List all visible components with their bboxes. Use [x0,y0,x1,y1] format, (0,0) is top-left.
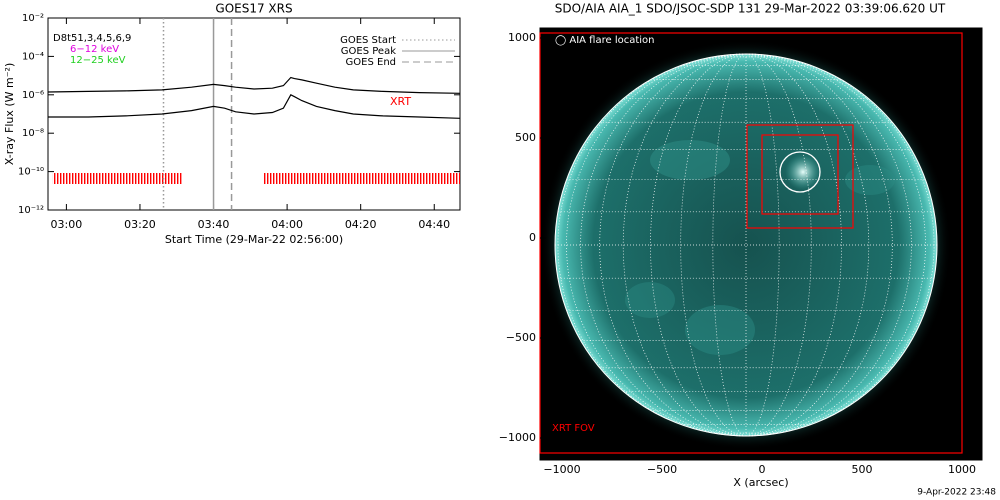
y-tick-label: 10⁻⁶ [22,90,44,101]
fov-box [539,32,963,454]
flare-circle [779,151,821,193]
x-axis-label: Start Time (29-Mar-22 02:56:00) [165,233,343,246]
longitude-line [745,53,935,437]
fov-box [746,124,854,229]
longitude-line [745,53,893,437]
y-tick-label: 10⁻⁸ [22,128,44,139]
longitude-line [680,53,747,437]
x-tick-label: −1000 [543,463,580,476]
x-tick-label: 04:20 [345,218,377,231]
legend: ◯ AIA flare location [555,35,655,46]
longitude-line [712,53,747,437]
legend-label: GOES Start [340,35,396,46]
longitude-line [745,53,780,437]
series-line [47,76,461,94]
active-region [625,282,675,318]
y-tick-label: 0 [529,231,536,244]
legend-label: GOES Peak [341,46,396,57]
x-tick-label: 03:00 [51,218,83,231]
x-tick-label: 04:40 [418,218,450,231]
active-region [650,140,730,180]
active-region [685,305,755,355]
annotation: 6−12 keV [70,44,119,55]
footer: 9-Apr-2022 23:48 [917,488,996,498]
annotation: 12−25 keV [70,55,126,66]
series-line [48,94,461,119]
x-tick-label: 04:00 [271,218,303,231]
heliographic-grid [554,53,938,437]
longitude-line [580,53,747,437]
limb [554,53,938,437]
longitude-line [599,53,747,437]
x-axis-label: X (arcsec) [733,476,788,489]
fov-label: XRT FOV [552,423,595,434]
longitude-line [745,53,870,437]
xrt-coverage [263,173,460,184]
longitude-line [566,53,747,437]
y-tick-label: 10⁻⁴ [22,51,44,62]
legend-label: GOES End [346,57,396,68]
xrt-label: XRT [390,95,411,108]
longitude-line [557,53,747,437]
fov-box [761,134,839,215]
y-tick-label: −500 [506,331,536,344]
y-tick-label: 500 [515,131,536,144]
annotation: D8t51,3,4,5,6,9 [53,33,131,44]
plot-frame [47,17,461,211]
longitude-line [745,53,926,437]
chart-title: SDO/AIA AIA_1 SDO/JSOC-SDP 131 29-Mar-20… [555,2,946,16]
xrt-coverage [52,173,183,184]
y-tick-label: 1000 [508,31,536,44]
x-tick-label: 500 [852,463,873,476]
y-tick-label: 10⁻² [22,13,44,24]
x-tick-label: −500 [647,463,677,476]
y-tick-label: −1000 [499,431,536,444]
longitude-line [650,53,747,437]
y-tick-label: 10⁻¹⁰ [18,167,44,178]
longitude-line [622,53,747,437]
longitude-line [745,53,842,437]
longitude-line [745,53,912,437]
flare-glow [785,154,821,190]
chart-title: GOES17 XRS [215,2,292,16]
x-tick-label: 1000 [948,463,976,476]
y-tick-label: 10⁻¹² [18,205,44,216]
x-tick-label: 0 [759,463,766,476]
x-tick-label: 03:40 [198,218,230,231]
y-axis-label: X-ray Flux (W m⁻²) [3,63,16,165]
longitude-line [745,53,812,437]
x-tick-label: 03:20 [124,218,156,231]
